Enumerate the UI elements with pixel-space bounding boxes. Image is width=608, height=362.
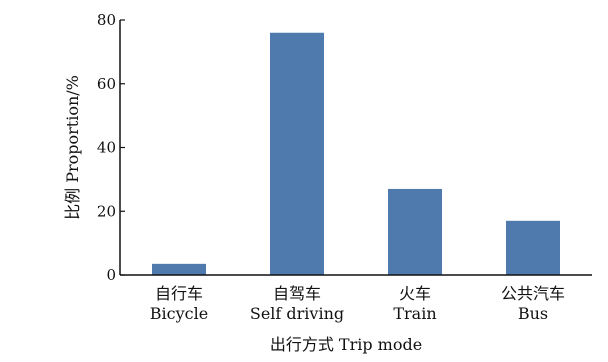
x-category-label-en: Bicycle: [150, 304, 208, 323]
bar-2: [270, 32, 324, 275]
x-category-label-zh: 自驾车: [273, 284, 321, 303]
y-axis-title: 比例 Proportion/%: [63, 75, 82, 220]
bar-4: [506, 220, 560, 275]
bar-3: [388, 188, 442, 275]
x-category-label-en: Train: [393, 304, 436, 323]
x-category-label-en: Bus: [518, 304, 548, 323]
x-category-label-zh: 公共汽车: [501, 284, 565, 303]
x-category-label-zh: 火车: [399, 284, 431, 303]
bars-group: [152, 32, 560, 275]
x-category-label-zh: 自行车: [155, 284, 203, 303]
y-tick-label: 80: [97, 11, 116, 29]
y-tick-label: 0: [106, 266, 116, 284]
y-ticks-group: 0 20 40 60 80: [97, 11, 125, 284]
y-tick-label: 20: [97, 202, 116, 220]
x-axis-title: 出行方式 Trip mode: [270, 335, 422, 354]
x-category-label-en: Self driving: [250, 304, 344, 323]
bar-1: [152, 263, 206, 275]
y-tick-label: 60: [97, 75, 116, 93]
y-tick-label: 40: [97, 139, 116, 157]
